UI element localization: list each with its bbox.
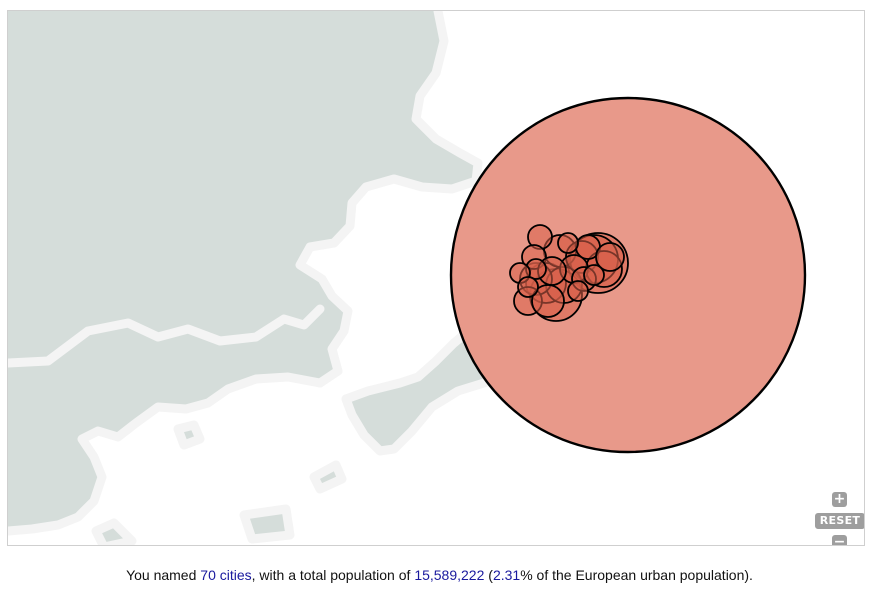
zoom-out-button[interactable]: −: [832, 535, 847, 545]
land-layer: [8, 11, 520, 545]
map-canvas[interactable]: [8, 11, 865, 546]
border-line-1: [295, 11, 483, 388]
city-circles-layer: [449, 96, 807, 454]
total-population-circle[interactable]: [449, 96, 807, 454]
summary-text: You named 70 cities, with a total popula…: [0, 567, 879, 583]
summary-prefix: You named: [126, 567, 201, 583]
border-line-5: [341, 368, 515, 456]
total-population-value: 15,589,222: [414, 567, 485, 583]
border-layer: [8, 11, 523, 545]
city-circle[interactable]: [595, 242, 625, 272]
city-circle[interactable]: [517, 276, 539, 298]
cities-count-link[interactable]: 70 cities: [200, 567, 252, 583]
percent-value: 2.31: [492, 567, 521, 583]
city-circle[interactable]: [557, 232, 579, 254]
summary-suffix: % of the European urban population).: [520, 567, 753, 583]
city-circle[interactable]: [567, 280, 589, 302]
map-viewport[interactable]: + RESET −: [7, 10, 865, 546]
border-line-3: [8, 372, 325, 536]
mainland-landmass: [8, 11, 478, 531]
border-line-8: [309, 460, 347, 494]
city-circle[interactable]: [531, 284, 565, 318]
summary-middle: , with a total population of: [251, 567, 415, 583]
border-line-9: [91, 518, 137, 545]
border-line-6: [173, 420, 205, 450]
reset-button[interactable]: RESET: [815, 513, 864, 529]
summary-open-paren: (: [484, 567, 493, 583]
zoom-in-button[interactable]: +: [832, 491, 847, 507]
border-line-2: [8, 304, 325, 368]
city-circle[interactable]: [583, 264, 605, 286]
border-line-7: [239, 504, 295, 544]
